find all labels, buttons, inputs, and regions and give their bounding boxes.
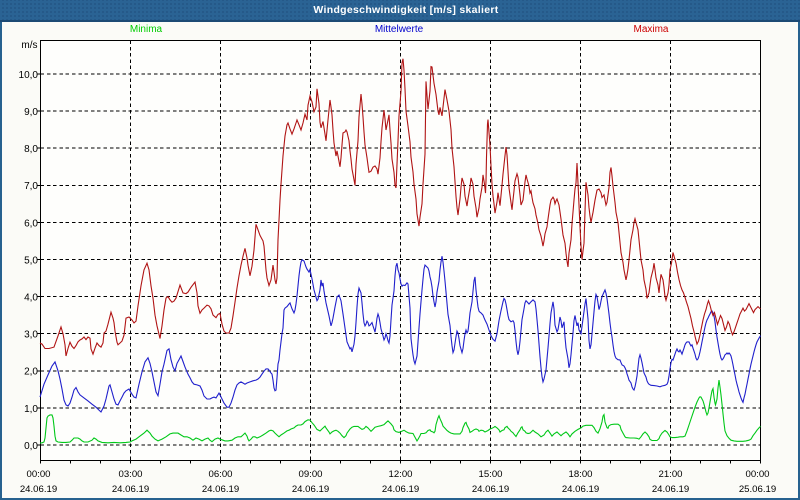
svg-text:2,0: 2,0 [24,367,38,378]
svg-text:24.06.19: 24.06.19 [292,484,329,495]
svg-text:21:00: 21:00 [658,469,682,480]
svg-text:24.06.19: 24.06.19 [202,484,239,495]
svg-text:00:00: 00:00 [26,469,50,480]
svg-text:5,0: 5,0 [24,255,38,266]
svg-text:00:00: 00:00 [745,469,769,480]
svg-text:24.06.19: 24.06.19 [652,484,689,495]
svg-text:15:00: 15:00 [478,469,502,480]
svg-text:6,0: 6,0 [24,218,38,229]
svg-text:24.06.19: 24.06.19 [112,484,149,495]
svg-text:25.06.19: 25.06.19 [739,484,776,495]
svg-text:24.06.19: 24.06.19 [382,484,419,495]
svg-text:03:00: 03:00 [118,469,142,480]
svg-text:8,0: 8,0 [24,144,38,155]
svg-text:24.06.19: 24.06.19 [562,484,599,495]
svg-text:24.06.19: 24.06.19 [472,484,509,495]
svg-text:3,0: 3,0 [24,330,38,341]
svg-text:18:00: 18:00 [568,469,592,480]
svg-text:1,0: 1,0 [24,404,38,415]
svg-text:09:00: 09:00 [298,469,322,480]
svg-text:10,0: 10,0 [19,70,39,81]
svg-text:4,0: 4,0 [24,293,38,304]
svg-text:0,0: 0,0 [24,441,38,452]
svg-text:9,0: 9,0 [24,107,38,118]
svg-text:7,0: 7,0 [24,181,38,192]
svg-text:24.06.19: 24.06.19 [20,484,57,495]
svg-text:12:00: 12:00 [388,469,412,480]
svg-text:06:00: 06:00 [208,469,232,480]
svg-text:m/s: m/s [21,40,37,51]
